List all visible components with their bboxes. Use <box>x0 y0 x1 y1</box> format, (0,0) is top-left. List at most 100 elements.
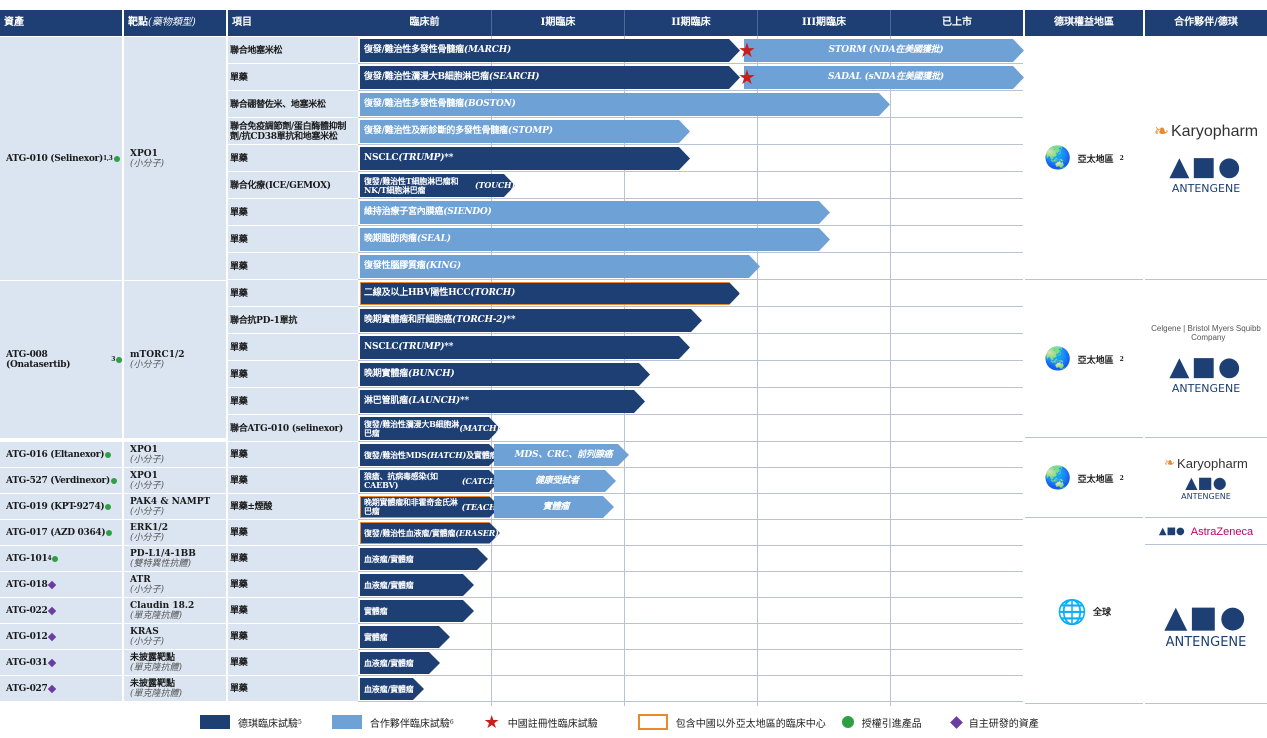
trial-bar: 晚期實體瘤 (BUNCH) <box>360 363 650 386</box>
item-label: 單藥 <box>230 342 248 353</box>
partner-small-molecules: ❧ Karyopharm ▲■● ANTENGENE <box>1145 439 1267 518</box>
item-row-bg <box>228 415 358 442</box>
trial-bar: 實體瘤 <box>360 600 474 622</box>
in-licensed-dot-icon <box>116 356 122 363</box>
target-cell: PAK4 & NAMPT (小分子) <box>124 494 226 519</box>
partner-atg-008: Celgene | Bristol Myers Squibb Company ▲■… <box>1145 281 1267 438</box>
trial-indication: 復發/難治性T細胞淋巴瘤和NK/T細胞淋巴瘤 <box>364 175 459 195</box>
legend-antengene-label: 德琪臨床試驗 <box>238 718 298 730</box>
trial-indication: 狼瘡、抗病毒感染(如CAEBV) <box>364 471 438 490</box>
header-phase1: I期臨床 <box>491 10 624 36</box>
partner-trial-label: 實體瘤 <box>542 501 570 512</box>
china-registrational-star-icon: ★ <box>738 65 756 89</box>
antengene-mark-icon: ▲■● <box>1158 526 1185 537</box>
antengene-logo: ▲■● ANTENGENE <box>1169 351 1243 395</box>
target-cell: XPO1 (小分子) <box>124 468 226 493</box>
item-row-bg <box>228 307 358 334</box>
item-label: 聯合化療(ICE/GEMOX) <box>230 180 331 191</box>
trial-indication: 實體瘤 <box>364 605 388 616</box>
header-asset: 資產 <box>0 10 122 36</box>
trial-bar: 血液瘤/實體瘤 <box>360 678 424 700</box>
phase-grid-row <box>358 307 1023 334</box>
phase-grid-row <box>358 624 1023 650</box>
target-cell: ERK1/2 (小分子) <box>124 520 226 545</box>
item-label: 單藥 <box>230 369 248 380</box>
trial-name: (TEACH) <box>461 501 500 512</box>
trial-indication: 復發性腦膠質瘤 <box>364 261 426 271</box>
in-house-diamond-icon <box>48 580 57 590</box>
in-licensed-dot-icon <box>52 555 59 562</box>
phase-grid-row <box>358 520 1023 546</box>
partner-trial-bar: STORM (NDA在美國獲批) <box>744 39 1024 62</box>
phase-divider <box>757 36 758 706</box>
in-house-diamond-icon <box>48 606 57 616</box>
item-row-bg <box>228 199 358 226</box>
trial-name: (MARCH) <box>463 45 512 55</box>
asset-cell: ATG-016 (Eltanexor) <box>0 442 122 467</box>
trial-bar: 復發/難治性T細胞淋巴瘤和NK/T細胞淋巴瘤 (TOUCH) <box>360 174 515 197</box>
trial-indication: 復發/難治性多發性骨髓瘤 <box>364 45 464 55</box>
green-dot-icon <box>841 716 854 728</box>
antengene-mark-icon: ▲■● <box>1185 473 1227 492</box>
asset-cell: ATG-018 <box>0 572 122 597</box>
trial-bar: 晚期實體瘤和非霍奇金氏淋巴瘤 (TEACH) <box>360 496 500 518</box>
trial-name: (TRUMP)** <box>398 153 454 163</box>
region-apac: 🌏 亞太地區 2 <box>1025 37 1143 280</box>
trial-bar: 血液瘤/實體瘤 <box>360 574 474 596</box>
in-licensed-dot-icon <box>105 451 112 458</box>
legend-antengene-swatch <box>200 715 230 729</box>
karyopharm-mark-icon: ❧ <box>1164 455 1176 470</box>
item-row-bg <box>228 361 358 388</box>
asset-cell: ATG-022 <box>0 598 122 623</box>
phase-grid-row <box>358 676 1023 702</box>
trial-name: (TRUMP)** <box>398 342 454 352</box>
trial-name: (CATCH) <box>461 475 500 486</box>
header-phase3: III期臨床 <box>757 10 890 36</box>
astrazeneca-logo: AstraZeneca <box>1190 525 1254 538</box>
trial-bar: 復發/難治性及新診斷的多發性骨髓瘤 (STOMP) <box>360 120 690 143</box>
phase-grid-row <box>358 546 1023 572</box>
phase-grid-row <box>358 91 1023 118</box>
trial-indication: 維持治療子宮內膜癌 <box>364 207 444 217</box>
karyopharm-logo: ❧ Karyopharm <box>1153 121 1259 141</box>
asset-cell: ATG-101 4 <box>0 546 122 571</box>
item-row-bg <box>228 280 358 307</box>
in-licensed-dot-icon <box>105 503 112 510</box>
item-label: 單藥 <box>230 632 248 642</box>
item-label: 聯合免疫調節劑/蛋白酶體抑制劑/抗CD38單抗和地塞米松 <box>230 121 347 142</box>
trial-bar: 復發性腦膠質瘤 (KING) <box>360 255 760 278</box>
item-row-bg <box>228 572 358 598</box>
trial-bar: 晚期脂肪肉瘤 (SEAL) <box>360 228 830 251</box>
partner-trial-label: STORM (NDA在美國獲批) <box>828 45 944 55</box>
trial-indication: 二線及以上HBV陽性HCC <box>364 288 471 298</box>
item-label: 聯合抗PD-1單抗 <box>230 315 298 326</box>
region-global: 🌐 全球 <box>1025 519 1143 704</box>
target-cell: PD-L1/4-1BB (雙特異性抗體) <box>124 546 226 571</box>
partner-atg-017: ▲■● AstraZeneca <box>1145 519 1267 545</box>
target-cell: 未披露靶點 (單克隆抗體) <box>124 676 226 701</box>
phase-grid-row <box>358 468 1023 494</box>
item-row-bg <box>228 598 358 624</box>
trial-name: (KING) <box>425 261 461 271</box>
trial-indication: NSCLC <box>364 153 399 163</box>
region-apac: 🌏 亞太地區 2 <box>1025 439 1143 518</box>
trial-bar: 狼瘡、抗病毒感染(如CAEBV) (CATCH) <box>360 470 500 492</box>
item-label: 單藥 <box>230 658 248 668</box>
trial-indication: 晚期實體瘤和肝細胞癌 <box>364 315 453 325</box>
in-licensed-dot-icon <box>110 477 117 484</box>
phase-grid-row <box>358 361 1023 388</box>
item-label: 單藥 <box>230 234 248 245</box>
trial-name: (TORCH) <box>470 288 516 298</box>
phase-grid-row <box>358 172 1023 199</box>
partner-trial-bar: 實體瘤 <box>494 496 614 518</box>
target-cell: Claudin 18.2 (單克隆抗體) <box>124 598 226 623</box>
trial-bar: 復發/難治性瀰漫大B細胞淋巴瘤 (SEARCH) <box>360 66 740 89</box>
antengene-mark-icon: ▲■● <box>1169 152 1243 182</box>
trial-name: (BUNCH) <box>408 369 455 379</box>
asia-map-icon: 🌏 <box>1044 465 1072 491</box>
item-label: 單藥 <box>230 528 248 538</box>
target-cell: 未披露靶點 (單克隆抗體) <box>124 650 226 675</box>
item-row-bg <box>228 624 358 650</box>
antengene-logo: ▲■● ANTENGENE <box>1181 473 1231 501</box>
target-cell: ATR (小分子) <box>124 572 226 597</box>
